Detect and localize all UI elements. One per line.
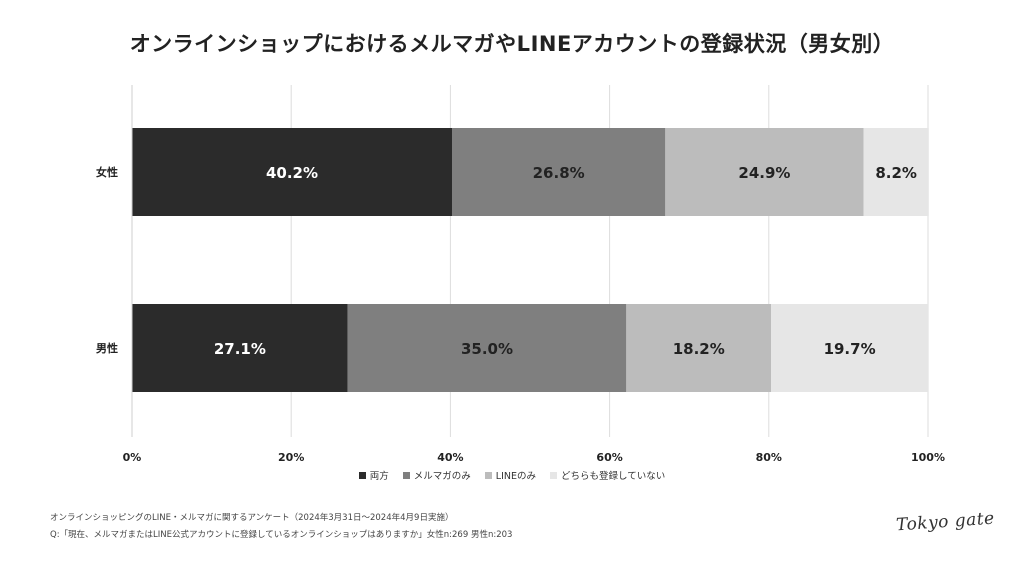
bar-segment	[771, 304, 928, 392]
bar-segment	[665, 128, 864, 216]
legend-swatch	[484, 471, 492, 479]
legend-label: どちらも登録していない	[561, 471, 666, 482]
data-label: 35.0%	[461, 340, 513, 358]
legend-item: メルマガのみ	[402, 468, 471, 482]
legend-item: どちらも登録していない	[550, 468, 665, 482]
data-label: 40.2%	[266, 164, 318, 182]
stacked-bar-chart: 0% 20% 40% 60% 80% 100% 40.2% 26.8% 24.9% 8.2% 女性 2…	[96, 85, 945, 464]
survey-question-note: Q:「現在、メルマガまたはLINE公式アカウントに登録しているオンラインショップ…	[50, 530, 513, 540]
legend-label: メルマガのみ	[413, 471, 471, 482]
x-tick-label: 40%	[437, 451, 463, 464]
legend-item: 両方	[358, 468, 389, 482]
x-tick-label: 20%	[278, 451, 304, 464]
data-label: 8.2%	[875, 164, 917, 182]
survey-note: オンラインショッピングのLINE・メルマガに関するアンケート（2024年3月31…	[50, 513, 454, 523]
legend-label: LINEのみ	[495, 471, 537, 482]
legend-label: 両方	[369, 471, 389, 482]
data-label: 27.1%	[214, 340, 266, 358]
bar-segment	[451, 128, 666, 216]
legend-swatch	[402, 471, 410, 479]
bar-segment	[347, 304, 627, 392]
x-tick-label: 100%	[911, 451, 945, 464]
data-label: 24.9%	[738, 164, 790, 182]
bar-segment	[132, 304, 348, 392]
bar-segment	[132, 128, 452, 216]
legend-swatch	[550, 471, 558, 479]
x-tick-label: 0%	[123, 451, 142, 464]
category-label: 女性	[96, 165, 118, 179]
category-label: 男性	[96, 341, 118, 355]
tokyo-gate-logo: Tokyo gate	[895, 508, 996, 536]
data-label: 26.8%	[533, 164, 585, 182]
data-label: 19.7%	[824, 340, 876, 358]
x-tick-label: 80%	[756, 451, 782, 464]
bar-segment	[626, 304, 772, 392]
data-label: 18.2%	[673, 340, 725, 358]
chart-legend: 両方 メルマガのみ LINEのみ どちらも登録していない	[0, 468, 1024, 482]
legend-swatch	[358, 471, 366, 479]
legend-item: LINEのみ	[484, 468, 537, 482]
x-tick-label: 60%	[596, 451, 622, 464]
chart-title: オンラインショップにおけるメルマガやLINEアカウントの登録状況（男女別）	[129, 32, 895, 56]
bar-segment	[863, 128, 929, 216]
